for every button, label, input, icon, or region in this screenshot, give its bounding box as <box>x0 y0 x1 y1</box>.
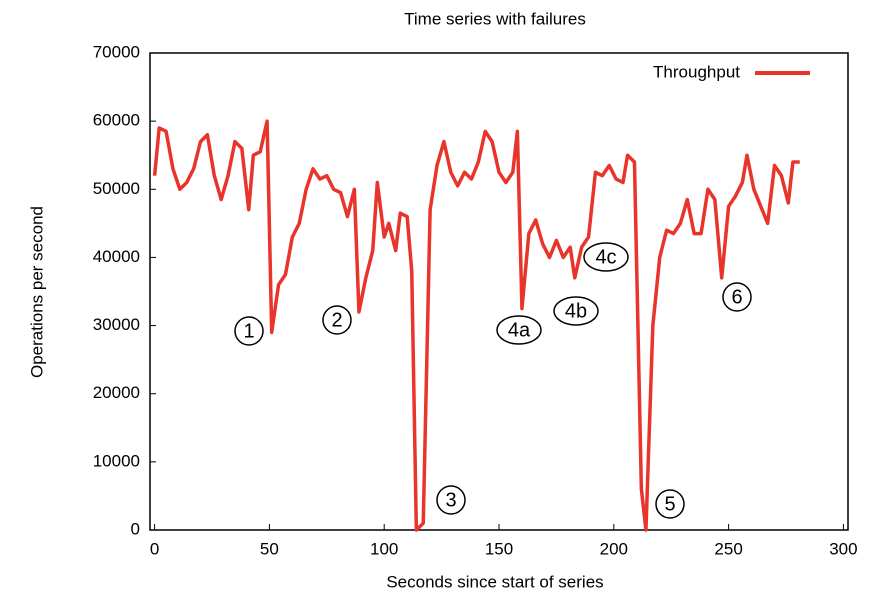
y-tick-label: 50000 <box>93 179 140 198</box>
y-tick-label: 0 <box>131 519 140 538</box>
annotation: 4b <box>565 300 587 322</box>
x-tick-label: 200 <box>600 539 628 558</box>
annotation-outline <box>553 296 599 326</box>
y-axis-label: Operations per second <box>27 206 46 378</box>
annotation: 1 <box>243 320 254 342</box>
annotation-outline <box>496 315 542 345</box>
annotation-outline <box>583 242 629 272</box>
x-axis-label: Seconds since start of series <box>386 572 603 591</box>
x-tick-label: 250 <box>714 539 742 558</box>
annotation-outline <box>436 485 466 515</box>
x-tick-label: 100 <box>370 539 398 558</box>
chart-title: Time series with failures <box>404 9 586 28</box>
x-tick-label: 0 <box>150 539 159 558</box>
annotation: 2 <box>331 309 342 331</box>
y-tick-label: 30000 <box>93 315 140 334</box>
series-line <box>152 119 800 532</box>
y-tick-label: 60000 <box>93 111 140 130</box>
annotation-outline <box>322 305 352 335</box>
annotation: 4c <box>595 246 616 268</box>
annotation: 5 <box>664 493 675 515</box>
x-tick-label: 150 <box>485 539 513 558</box>
annotation-outline <box>722 282 752 312</box>
annotation-outline <box>234 316 264 346</box>
x-tick-label: 300 <box>829 539 857 558</box>
y-tick-label: 40000 <box>93 247 140 266</box>
y-tick-label: 70000 <box>93 42 140 61</box>
annotation: 3 <box>445 489 456 511</box>
y-tick-label: 10000 <box>93 451 140 470</box>
annotation: 4a <box>508 319 531 341</box>
y-tick-label: 20000 <box>93 383 140 402</box>
x-tick-label: 50 <box>260 539 279 558</box>
annotation: 6 <box>731 286 742 308</box>
legend-label: Throughput <box>653 62 740 81</box>
annotation-outline <box>655 489 685 519</box>
